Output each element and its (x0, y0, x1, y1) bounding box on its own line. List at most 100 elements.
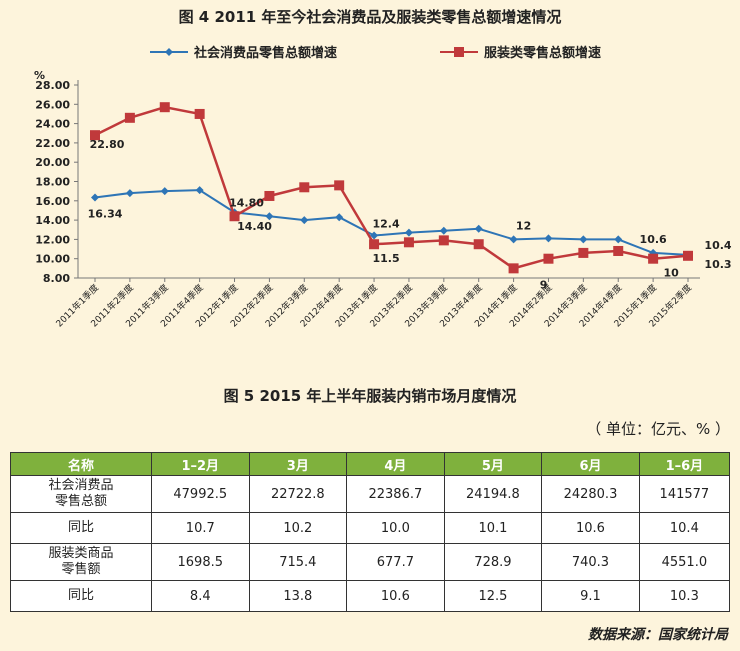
figure5-title: 图 5 2015 年上半年服装内销市场月度情况 (223, 387, 517, 405)
data-point (438, 235, 449, 246)
data-point (508, 263, 519, 274)
y-tick-label: 16.00 (35, 195, 70, 208)
legend-marker (165, 48, 173, 56)
y-tick-label: 12.00 (35, 233, 70, 246)
header-cell: 5月 (443, 452, 543, 476)
table-cell: 10.6 (346, 580, 445, 612)
header-cell: 1–2月 (151, 452, 250, 476)
data-label: 10.4 (704, 239, 731, 252)
row-name: 服装类商品 零售额 (10, 543, 152, 581)
series-line (94, 105, 689, 270)
table-cell: 47992.5 (151, 475, 250, 513)
data-point (648, 253, 659, 264)
line-chart: 8.00 10.00 12.00 14.00 16.00 18.00 20.00 22.00 2… (34, 45, 732, 329)
y-tick-label: 22.00 (35, 137, 70, 150)
data-point (194, 108, 205, 119)
table-row: 同比 8.4 13.8 10.6 12.5 9.1 10.3 (10, 580, 731, 612)
data-point (125, 189, 134, 198)
data-point (579, 235, 588, 244)
data-point (335, 213, 344, 222)
y-tick-label: 26.00 (35, 98, 70, 111)
table-cell: 10.0 (346, 512, 445, 544)
data-point (160, 187, 169, 196)
data-point (124, 112, 135, 123)
legend-marker (454, 47, 464, 57)
y-tick-label: 8.00 (43, 272, 70, 285)
series-line (94, 189, 689, 256)
table-cell: 740.3 (541, 543, 640, 581)
table-cell: 677.7 (346, 543, 445, 581)
table-cell: 22386.7 (346, 475, 445, 513)
data-point (578, 247, 589, 258)
data-label: 22.80 (90, 138, 125, 151)
y-tick-label: 14.00 (35, 214, 70, 227)
table-cell: 715.4 (248, 543, 348, 581)
data-point (334, 180, 345, 191)
row-name: 同比 (10, 580, 152, 612)
data-point (474, 224, 483, 233)
data-point (473, 239, 484, 250)
data-point (369, 239, 380, 250)
data-point (683, 250, 693, 261)
data-point (404, 228, 413, 237)
header-cell: 1–6月 (638, 452, 731, 476)
data-label: 10.3 (704, 258, 731, 271)
header-cell: 3月 (248, 452, 348, 476)
y-tick-label: 24.00 (35, 118, 70, 131)
figure4-title: 图 4 2011 年至今社会消费品及服装类零售总额增速情况 (178, 8, 562, 26)
table-cell: 10.2 (248, 512, 348, 544)
table-row: 社会消费品 零售总额 47992.5 22722.8 22386.7 24194… (10, 475, 731, 513)
table-cell: 24280.3 (541, 475, 640, 513)
data-point (159, 102, 170, 113)
y-tick-label: 18.00 (35, 176, 70, 189)
unit-note: （ 单位：亿元、% ） (586, 420, 730, 438)
data-point (614, 235, 623, 244)
table-header-row: 名称 1–2月 3月 4月 5月 6月 1–6月 (10, 452, 731, 476)
data-label: 12.4 (372, 218, 399, 231)
data-label: 14.40 (237, 220, 272, 233)
legend-label: 服装类零售总额增速 (484, 45, 601, 61)
data-point (264, 190, 275, 201)
data-point (370, 231, 379, 240)
table-cell: 10.7 (151, 512, 250, 544)
table-cell: 4551.0 (638, 543, 731, 581)
data-source: 数据来源：国家统计局 (588, 627, 728, 643)
table-cell: 10.6 (541, 512, 640, 544)
data-label: 10 (663, 267, 679, 280)
header-cell: 4月 (346, 452, 445, 476)
table-cell: 728.9 (443, 543, 543, 581)
table-cell: 10.3 (638, 580, 731, 612)
data-point (543, 253, 554, 264)
table-cell: 141577 (638, 475, 731, 513)
table-cell: 1698.5 (151, 543, 250, 581)
data-label: 10.6 (640, 233, 667, 246)
data-point (613, 245, 624, 256)
data-point (439, 226, 448, 235)
data-point (91, 193, 99, 202)
row-name: 同比 (10, 512, 152, 544)
table-cell: 24194.8 (443, 475, 543, 513)
header-cell: 6月 (541, 452, 640, 476)
table-cell: 10.4 (638, 512, 731, 544)
data-label: 11.5 (372, 252, 399, 265)
table-row: 服装类商品 零售额 1698.5 715.4 677.7 728.9 740.3… (10, 543, 731, 581)
data-point (300, 216, 309, 225)
table-cell: 22722.8 (248, 475, 348, 513)
data-point (544, 234, 553, 243)
data-point (265, 212, 274, 221)
row-name: 社会消费品 零售总额 (10, 475, 152, 513)
table-row: 同比 10.7 10.2 10.0 10.1 10.6 10.4 (10, 512, 731, 544)
table-cell: 12.5 (443, 580, 543, 612)
table-cell: 13.8 (248, 580, 348, 612)
data-point (229, 211, 240, 222)
data-point (509, 235, 518, 244)
data-label: 16.34 (88, 208, 123, 221)
header-cell: 名称 (10, 452, 152, 476)
data-table: 名称 1–2月 3月 4月 5月 6月 1–6月 社会消费品 零售总额 4799… (10, 452, 731, 612)
data-point (299, 182, 310, 193)
y-axis-unit-label: % (34, 69, 45, 82)
table-cell: 9.1 (541, 580, 640, 612)
y-tick-label: 28.00 (35, 79, 70, 92)
data-label: 9 (540, 278, 548, 291)
data-point (90, 130, 100, 141)
